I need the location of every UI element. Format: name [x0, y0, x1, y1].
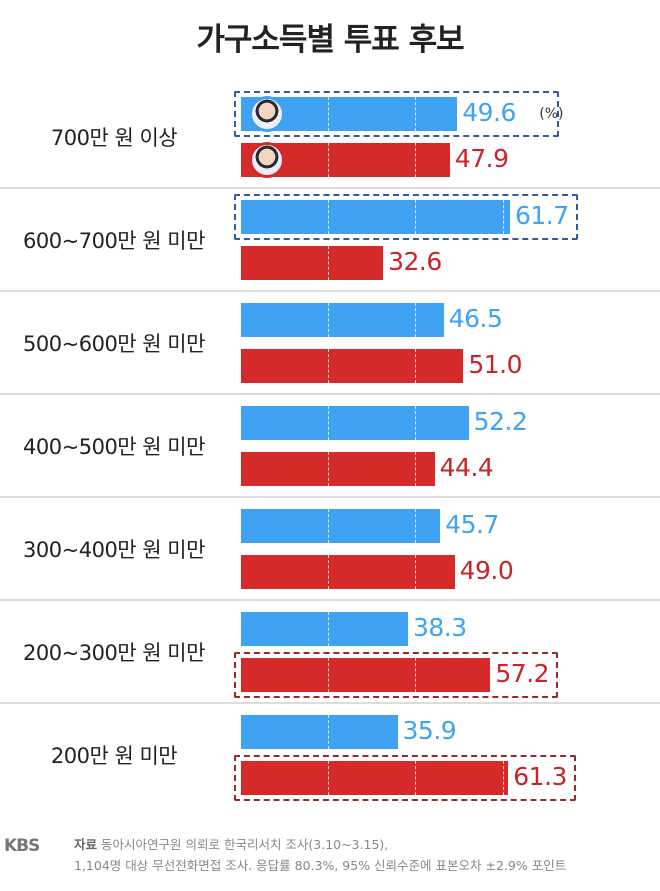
gridline — [415, 761, 417, 795]
chart-title: 가구소득별 투표 후보 — [196, 22, 464, 58]
gridline — [415, 509, 417, 543]
gridline — [328, 143, 330, 177]
row-separator — [0, 290, 660, 292]
category-label: 400~500만 원 미만 — [23, 435, 205, 459]
highlight-box — [234, 194, 578, 240]
gridline — [502, 761, 504, 795]
value-label: 35.9 — [402, 716, 457, 745]
row-separator — [0, 187, 660, 189]
gridline — [328, 452, 330, 486]
value-label: 52.2 — [473, 407, 528, 436]
gridline — [415, 200, 417, 234]
gridline — [328, 658, 330, 692]
row-separator — [0, 393, 660, 395]
candidate-photo-red-icon — [249, 142, 285, 178]
red-bar — [241, 246, 384, 280]
value-label: 51.0 — [468, 350, 523, 379]
category-label: 500~600만 원 미만 — [23, 332, 205, 356]
survey-note: 1,104명 대상 무선전화면접 조사. 응답률 80.3%, 95% 신뢰수준… — [74, 858, 567, 873]
gridline — [328, 612, 330, 646]
gridline — [328, 97, 330, 131]
gridline — [328, 509, 330, 543]
category-label: 200~300만 원 미만 — [23, 641, 205, 665]
gridline — [415, 97, 417, 131]
candidate-photo-blue-icon — [249, 96, 285, 132]
source-footer: 자료 동아시아연구원 의뢰로 한국리서치 조사(3.10~3.15), 1,10… — [74, 834, 566, 876]
blue-bar — [241, 406, 469, 440]
kbs-logo: KBS — [4, 836, 40, 856]
value-label: 44.4 — [439, 453, 494, 482]
blue-bar — [241, 509, 441, 543]
blue-bar — [241, 715, 398, 749]
gridline — [415, 143, 417, 177]
gridline — [415, 658, 417, 692]
highlight-box — [234, 755, 577, 801]
category-label: 700만 원 이상 — [50, 126, 178, 150]
category-label: 200만 원 미만 — [50, 744, 178, 768]
gridline — [415, 555, 417, 589]
red-bar — [241, 658, 491, 692]
gridline — [328, 349, 330, 383]
gridline — [328, 246, 330, 280]
red-bar — [241, 761, 509, 795]
highlight-box — [234, 652, 559, 698]
gridline — [415, 406, 417, 440]
row-separator — [0, 496, 660, 498]
value-label: 49.6 — [462, 98, 516, 127]
value-label: 61.7 — [515, 201, 569, 230]
unit-label: (%) — [539, 106, 564, 122]
value-label: 32.6 — [388, 247, 442, 276]
value-label: 45.7 — [445, 510, 499, 539]
blue-bar — [241, 200, 510, 234]
source-text: 동아시아연구원 의뢰로 한국리서치 조사(3.10~3.15), — [101, 837, 389, 852]
source-label: 자료 — [74, 837, 98, 852]
gridline — [415, 303, 417, 337]
gridline — [415, 349, 417, 383]
value-label: 49.0 — [459, 556, 514, 585]
blue-bar — [241, 612, 408, 646]
blue-bar — [241, 303, 444, 337]
gridline — [328, 715, 330, 749]
red-bar — [241, 555, 455, 589]
gridline — [328, 555, 330, 589]
gridline — [328, 761, 330, 795]
value-label: 47.9 — [454, 144, 509, 173]
gridline — [328, 303, 330, 337]
red-bar — [241, 349, 464, 383]
value-label: 61.3 — [513, 762, 567, 791]
gridline — [502, 200, 504, 234]
red-bar — [241, 452, 435, 486]
value-label: 46.5 — [448, 304, 503, 333]
gridline — [415, 452, 417, 486]
row-separator — [0, 599, 660, 601]
value-label: 38.3 — [412, 613, 467, 642]
category-label: 600~700만 원 미만 — [23, 229, 205, 253]
row-separator — [0, 702, 660, 704]
highlight-box — [234, 91, 559, 137]
gridline — [328, 200, 330, 234]
category-label: 300~400만 원 미만 — [23, 538, 205, 562]
value-label: 57.2 — [495, 659, 550, 688]
gridline — [328, 406, 330, 440]
